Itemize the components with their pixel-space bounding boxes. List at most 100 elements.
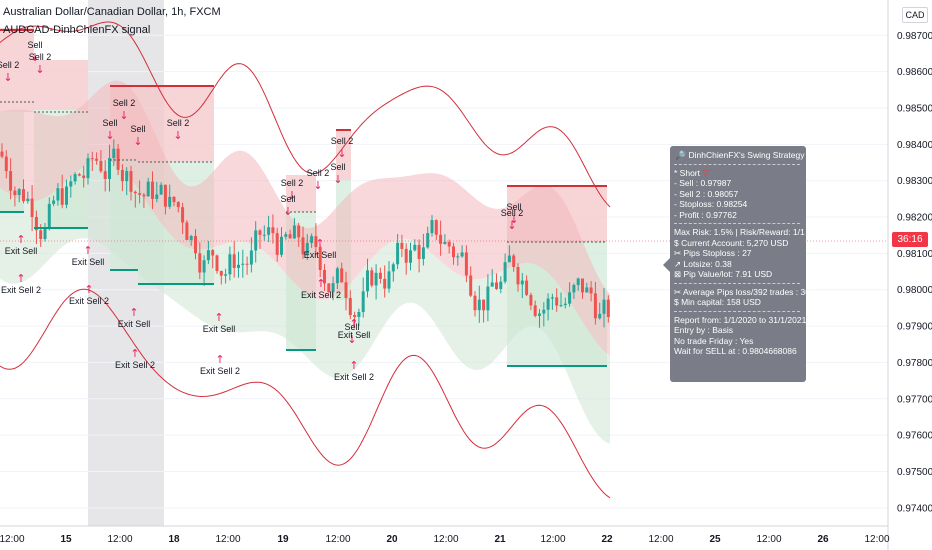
candle-body — [576, 278, 580, 285]
candle-body — [443, 241, 447, 244]
y-tick-label: 0.98200 — [897, 213, 932, 224]
candle-body — [353, 315, 357, 318]
sell-zone — [0, 28, 34, 112]
y-tick-label: 0.97800 — [897, 358, 932, 369]
x-tick-label: 15 — [60, 534, 72, 545]
candle-body — [163, 184, 167, 207]
magnifier-icon: 🔎 — [675, 150, 687, 160]
candle-body — [43, 227, 47, 239]
candle-body — [198, 253, 202, 273]
sell-signal-label: Sell 2 — [113, 98, 136, 108]
candle-body — [469, 275, 473, 296]
candle-body — [370, 270, 374, 286]
candle-body — [108, 158, 111, 179]
panel-title-text: DinhChienFX's Swing Strategy — [688, 150, 805, 160]
sell-arrow-icon: ↓ — [347, 333, 356, 346]
sell-arrow-icon: ↓ — [507, 219, 516, 232]
strategy-info-panel: 🔎 DinhChienFX's Swing Strategy * Short ▽… — [670, 146, 810, 382]
x-tick-label: 18 — [168, 534, 180, 545]
candle-body — [82, 175, 86, 179]
x-tick-label: 21 — [494, 534, 506, 545]
x-tick-label: 12:00 — [756, 534, 781, 545]
exit-signal-label: Exit Sell 2 — [69, 296, 109, 306]
exit-arrow-icon: ↑ — [214, 311, 223, 324]
candle-body — [585, 287, 589, 293]
y-tick-label: 0.98300 — [897, 176, 932, 187]
indicator-name[interactable]: AUDCAD-DinhChienFX signal — [3, 24, 151, 36]
y-tick-label: 0.97500 — [897, 467, 932, 478]
sell-signal-label: Sell — [27, 40, 42, 50]
candle-body — [215, 255, 219, 272]
y-tick-label: 0.98700 — [897, 31, 932, 42]
candle-body — [237, 264, 240, 268]
candle-body — [525, 280, 529, 295]
candle-body — [60, 188, 64, 205]
sell-signal-label: Sell 2 — [501, 208, 524, 218]
candle-body — [348, 298, 352, 316]
x-tick-label: 12:00 — [540, 534, 565, 545]
candle-body — [323, 269, 326, 284]
candle-body — [206, 250, 210, 261]
candle-body — [460, 252, 464, 257]
sell-arrow-icon: ↓ — [287, 189, 296, 202]
candle-body — [473, 295, 477, 311]
candle-body — [52, 200, 56, 204]
candle-body — [99, 160, 103, 172]
sell-signal-label: Sell — [506, 202, 521, 212]
candle-body — [34, 216, 38, 231]
candle-body — [219, 271, 223, 276]
candle-body — [129, 171, 133, 192]
candle-body — [387, 271, 391, 289]
currency-label[interactable]: CAD — [902, 7, 928, 23]
exit-signal-label: Exit Sell 2 — [200, 366, 240, 376]
divider — [674, 223, 800, 224]
band-fill-upper — [0, 80, 610, 357]
candle-body — [125, 171, 129, 182]
sell-level: - Sell : 0.97987 — [674, 178, 732, 188]
candle-body — [288, 234, 292, 239]
sell-signal-label: Sell 2 — [0, 60, 19, 70]
candle-body — [512, 255, 516, 268]
candle-body — [146, 181, 150, 197]
wait-for-sell: Wait for SELL at : 0.9804668086 — [674, 346, 797, 356]
candle-body — [202, 260, 206, 273]
candle-body — [155, 194, 159, 199]
candle-body — [65, 186, 68, 205]
sell-arrow-icon: ↓ — [35, 63, 44, 76]
candle-body — [47, 203, 51, 228]
exit-signal-label: Exit Sell 2 — [301, 290, 341, 300]
sell-signal-label: Sell 2 — [307, 168, 330, 178]
candle-body — [30, 198, 34, 217]
candle-body — [142, 194, 146, 197]
panel-title: 🔎 DinhChienFX's Swing Strategy — [674, 150, 806, 161]
exit-arrow-icon: ↑ — [83, 244, 92, 257]
candle-body — [430, 220, 434, 234]
sell-arrow-icon: ↓ — [133, 135, 142, 148]
candle-body — [267, 227, 271, 235]
divider — [674, 282, 800, 284]
candle-body — [116, 148, 120, 170]
exit-signal-label: Exit Sell — [5, 246, 38, 256]
candle-body — [417, 244, 421, 259]
candle-body — [344, 282, 348, 299]
candle-body — [232, 254, 236, 268]
candle-body — [120, 169, 124, 182]
exit-arrow-icon: ↑ — [130, 347, 139, 360]
sell-arrow-icon: ↓ — [105, 129, 114, 142]
candle-body — [400, 242, 404, 249]
sell-signal-label: Sell — [102, 118, 117, 128]
candle-body — [241, 263, 245, 265]
pips-stoploss: ✂ Pips Stoploss : 27 — [674, 248, 752, 258]
candle-body — [22, 189, 25, 202]
stoploss-level: - Stoploss: 0.98254 — [674, 199, 748, 209]
candle-body — [568, 292, 572, 304]
candle-body — [516, 267, 520, 285]
candle-body — [95, 158, 99, 161]
exit-arrow-icon: ↑ — [316, 277, 325, 290]
candle-body — [366, 270, 369, 292]
candle-body — [90, 158, 94, 160]
candle-body — [77, 174, 81, 176]
candle-body — [26, 198, 30, 202]
